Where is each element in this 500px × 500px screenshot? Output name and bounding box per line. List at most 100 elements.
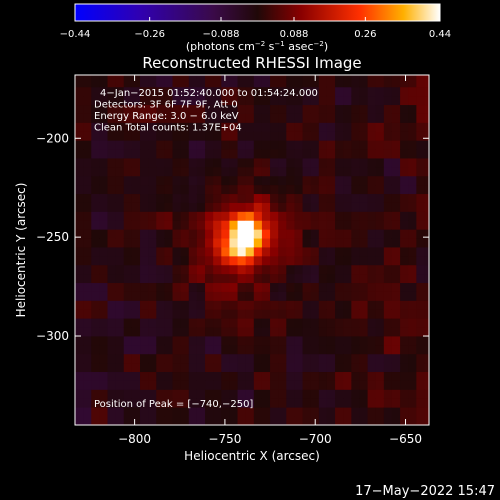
heatmap-cell xyxy=(213,211,222,221)
heatmap-cell xyxy=(107,247,117,257)
heatmap-cell xyxy=(335,407,344,417)
heatmap-cell xyxy=(351,327,360,337)
heatmap-cell xyxy=(286,318,295,328)
heatmap-cell xyxy=(326,77,336,88)
heatmap-cell xyxy=(359,229,368,239)
heatmap-cell xyxy=(213,238,222,248)
heatmap-cell xyxy=(148,175,157,186)
heatmap-cell xyxy=(75,175,84,186)
heatmap-cell xyxy=(294,75,303,79)
heatmap-cell xyxy=(270,398,279,408)
heatmap-cell xyxy=(205,95,214,106)
heatmap-cell xyxy=(253,282,263,292)
heatmap-cell xyxy=(359,371,368,381)
heatmap-cell xyxy=(148,336,157,346)
heatmap-cell xyxy=(156,264,165,275)
heatmap-cell xyxy=(400,362,409,373)
heatmap-cell xyxy=(424,353,429,364)
heatmap-cell xyxy=(164,407,173,417)
heatmap-cell xyxy=(310,202,320,212)
heatmap-cell xyxy=(408,336,417,346)
heatmap-cell xyxy=(188,255,198,266)
heatmap-cell xyxy=(83,131,92,141)
heatmap-cell xyxy=(408,77,417,88)
heatmap-cell xyxy=(107,77,117,88)
heatmap-cell xyxy=(213,407,222,417)
heatmap-cell xyxy=(261,318,271,328)
heatmap-cell xyxy=(294,255,303,266)
heatmap-cell xyxy=(326,166,336,177)
heatmap-cell xyxy=(229,229,238,239)
heatmap-cell xyxy=(180,193,190,203)
heatmap-cell xyxy=(278,264,287,275)
heatmap-cell xyxy=(123,104,133,114)
heatmap-cell xyxy=(172,140,182,150)
heatmap-cell xyxy=(172,398,182,408)
heatmap-cell xyxy=(196,131,206,141)
heatmap-cell xyxy=(172,86,182,97)
heatmap-cell xyxy=(221,175,230,186)
heatmap-cell xyxy=(302,131,312,141)
heatmap-cell xyxy=(115,344,125,355)
heatmap-cell xyxy=(400,77,409,88)
heatmap-cell xyxy=(123,273,133,284)
heatmap-cell xyxy=(123,416,133,425)
heatmap-cell xyxy=(229,247,238,257)
heatmap-cell xyxy=(205,166,214,177)
heatmap-cell xyxy=(278,140,287,150)
heatmap-cell xyxy=(326,75,336,79)
heatmap-cell xyxy=(310,140,320,150)
heatmap-cell xyxy=(310,193,320,203)
heatmap-cell xyxy=(156,75,165,79)
heatmap-cell xyxy=(408,140,417,150)
heatmap-cell xyxy=(367,291,377,301)
heatmap-cell xyxy=(335,255,344,266)
heatmap-cell xyxy=(359,291,368,301)
heatmap-cell xyxy=(310,407,320,417)
heatmap-cell xyxy=(196,184,206,195)
heatmap-cell xyxy=(99,398,108,408)
heatmap-cell xyxy=(205,327,214,337)
heatmap-cell xyxy=(213,175,222,186)
heatmap-cell xyxy=(131,158,141,168)
heatmap-cell xyxy=(408,104,417,114)
heatmap-cell xyxy=(343,158,352,168)
heatmap-cell xyxy=(221,149,230,159)
heatmap-cell xyxy=(278,86,287,97)
heatmap-cell xyxy=(245,220,255,230)
heatmap-cell xyxy=(318,300,328,310)
heatmap-cell xyxy=(253,291,263,301)
heatmap-cell xyxy=(286,131,295,141)
heatmap-cell xyxy=(156,166,165,177)
heatmap-cell xyxy=(302,398,312,408)
heatmap-cell xyxy=(318,407,328,417)
heatmap-cell xyxy=(99,327,108,337)
heatmap-cell xyxy=(205,407,214,417)
heatmap-cell xyxy=(83,184,92,195)
heatmap-cell xyxy=(335,318,344,328)
heatmap-cell xyxy=(83,211,92,221)
heatmap-cell xyxy=(99,166,108,177)
heatmap-cell xyxy=(286,389,295,399)
heatmap-cell xyxy=(278,158,287,168)
heatmap-cell xyxy=(229,273,238,284)
heatmap-cell xyxy=(180,327,190,337)
heatmap-cell xyxy=(302,371,312,381)
heatmap-cell xyxy=(261,247,271,257)
heatmap-cell xyxy=(237,380,247,390)
heatmap-cell xyxy=(335,75,344,79)
heatmap-cell xyxy=(123,318,133,328)
heatmap-cell xyxy=(278,166,287,177)
heatmap-cell xyxy=(286,140,295,150)
heatmap-cell xyxy=(359,202,368,212)
heatmap-cell xyxy=(156,407,165,417)
heatmap-cell xyxy=(400,318,409,328)
heatmap-cell xyxy=(400,407,409,417)
heatmap-cell xyxy=(172,255,182,266)
heatmap-cell xyxy=(335,229,344,239)
heatmap-cell xyxy=(302,238,312,248)
heatmap-cell xyxy=(245,336,255,346)
heatmap-cell xyxy=(237,149,247,159)
heatmap-cell xyxy=(400,166,409,177)
heatmap-cell xyxy=(286,229,295,239)
